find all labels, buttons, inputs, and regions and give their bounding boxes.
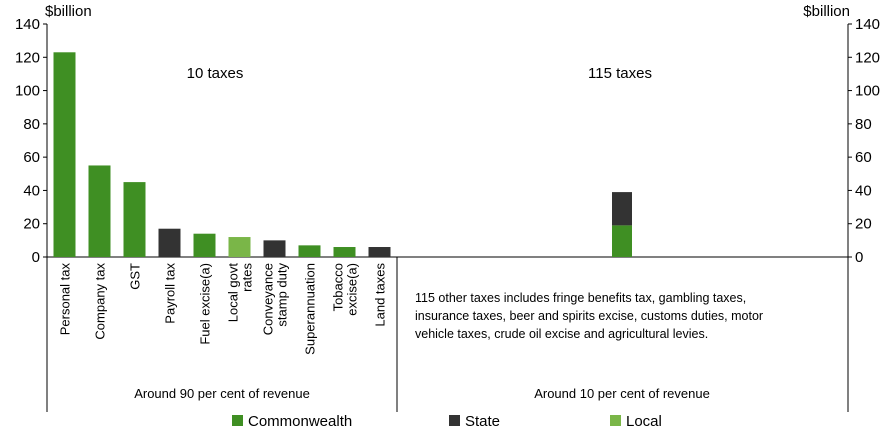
category-labels: Personal tax Company tax GST Payroll tax Fue…	[58, 263, 388, 355]
bar	[263, 240, 286, 257]
category-label: Land taxes	[373, 263, 388, 327]
left-y-tick-label: 0	[32, 249, 40, 266]
note-line: 115 other taxes includes fringe benefits…	[415, 291, 746, 305]
left-y-tick-label: 40	[23, 182, 40, 199]
category-label: GST	[128, 263, 143, 290]
bar	[158, 228, 181, 257]
right-y-tick-label: 100	[855, 83, 880, 100]
legend-label: Commonwealth	[248, 413, 352, 430]
left-y-tick-label: 80	[23, 116, 40, 133]
bar	[368, 247, 391, 257]
legend-label: Local	[626, 413, 662, 430]
stacked-bar-segment	[612, 225, 632, 257]
note-line: insurance taxes, beer and spirits excise…	[415, 309, 763, 323]
right-panel-title: 115 taxes	[588, 65, 652, 82]
bar	[298, 245, 321, 257]
left-y-unit: $billion	[45, 3, 92, 20]
other-taxes-note: 115 other taxes includes fringe benefits…	[415, 291, 763, 341]
right-y-tick-label: 80	[855, 116, 872, 133]
right-y-tick-label: 0	[855, 249, 863, 266]
bar	[333, 247, 356, 257]
category-label: Superannuation	[303, 263, 318, 355]
left-panel-footer: Around 90 per cent of revenue	[134, 386, 310, 401]
category-label: excise(a)	[345, 263, 360, 316]
category-label: Local govt	[226, 263, 241, 323]
category-label: Tobacco	[331, 263, 346, 311]
legend-label: State	[465, 413, 500, 430]
bar	[53, 52, 76, 257]
left-y-tick-label: 100	[15, 83, 40, 100]
y-axes: 0 0 20 20 40 40 60 60 80 80 100 100 120 120 140 140 $bil…	[15, 3, 880, 266]
legend-swatch	[232, 415, 243, 426]
right-y-tick-label: 140	[855, 16, 880, 33]
chart-frame	[46, 24, 849, 412]
left-y-tick-label: 20	[23, 216, 40, 233]
bar	[193, 233, 216, 257]
category-label: Fuel excise(a)	[198, 263, 213, 345]
bar	[123, 182, 146, 257]
category-label: Company tax	[93, 263, 108, 340]
right-y-tick-label: 40	[855, 182, 872, 199]
right-y-unit: $billion	[803, 3, 850, 20]
bar	[228, 237, 251, 257]
bars	[53, 52, 632, 257]
right-y-tick-label: 20	[855, 216, 872, 233]
left-y-tick-label: 60	[23, 149, 40, 166]
left-panel-title: 10 taxes	[187, 65, 244, 82]
left-y-tick-label: 120	[15, 49, 40, 66]
legend-swatch	[449, 415, 460, 426]
left-y-tick-label: 140	[15, 16, 40, 33]
note-line: vehicle taxes, crude oil excise and agri…	[415, 327, 708, 341]
right-panel-footer: Around 10 per cent of revenue	[534, 386, 710, 401]
bar	[88, 165, 111, 257]
category-label: rates	[240, 263, 255, 292]
category-label: stamp duty	[275, 263, 290, 327]
right-y-tick-label: 60	[855, 149, 872, 166]
category-label: Personal tax	[58, 263, 73, 336]
right-y-tick-label: 120	[855, 49, 880, 66]
legend-swatch	[610, 415, 621, 426]
legend: Commonwealth State Local	[232, 413, 662, 430]
category-label: Conveyance	[261, 263, 276, 335]
stacked-bar-segment	[612, 192, 632, 226]
category-label: Payroll tax	[163, 263, 178, 324]
